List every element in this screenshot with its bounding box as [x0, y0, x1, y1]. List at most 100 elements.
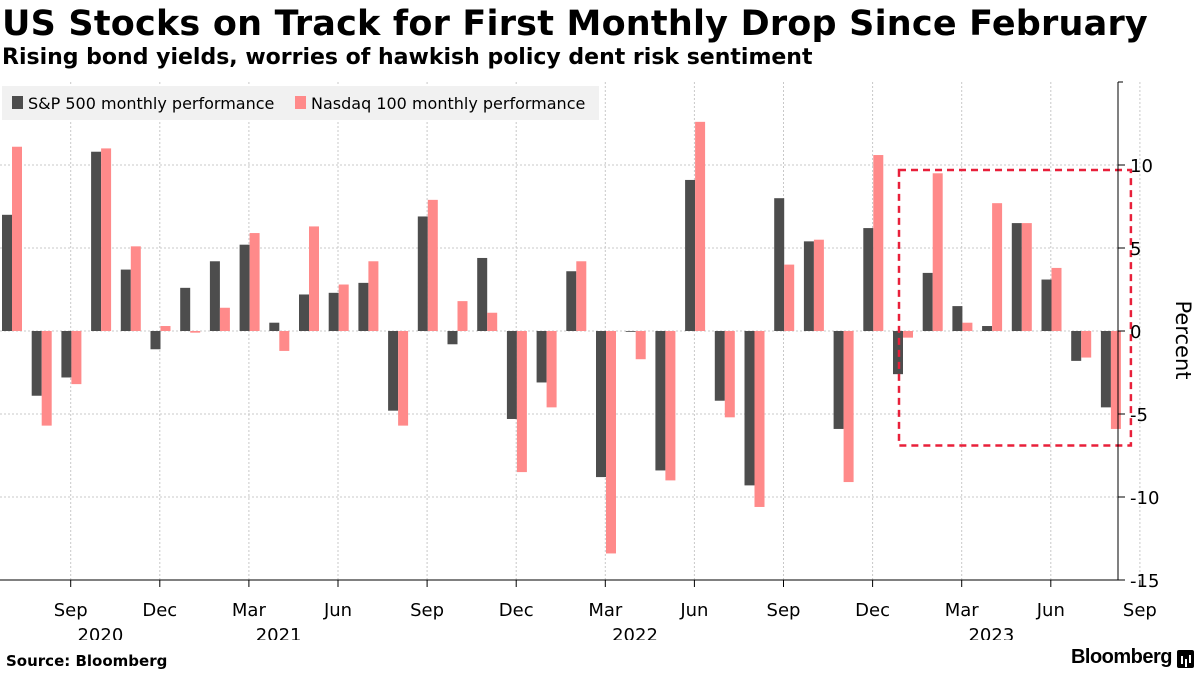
- y-tick-label: -5: [1130, 405, 1148, 426]
- nasdaq-bar: [813, 239, 824, 331]
- nasdaq-bar: [190, 331, 201, 333]
- nasdaq-bar: [873, 155, 884, 331]
- sp500-bar: [2, 214, 12, 331]
- nasdaq-bar: [249, 233, 260, 331]
- highlight-box: [897, 168, 1133, 447]
- nasdaq-bar: [457, 301, 468, 331]
- y-axis-label: Percent: [1171, 300, 1195, 379]
- sp500-bar: [1071, 331, 1082, 361]
- x-axis-gridlines: Sep Dec Mar Jun Sep Dec Mar Jun Sep Dec Mar Jun Sep 2…: [0, 82, 1157, 640]
- sp500-bar: [477, 257, 488, 331]
- bloomberg-terminal-icon: [1177, 650, 1194, 668]
- gridlines: [0, 164, 1118, 581]
- sp500-bar: [447, 331, 458, 345]
- sp500-bar: [417, 216, 428, 331]
- x-tick-label: Sep: [1123, 600, 1157, 621]
- x-tick-label: Jun: [679, 600, 708, 621]
- chart-subtitle: Rising bond yields, worries of hawkish p…: [2, 45, 813, 70]
- sp500-bar: [120, 269, 131, 331]
- sp500-bar: [803, 241, 814, 331]
- x-year-label: 2020: [77, 625, 123, 640]
- nasdaq-bar: [606, 331, 616, 554]
- nasdaq-bar: [130, 246, 141, 331]
- nasdaq-bar: [784, 264, 795, 331]
- legend-label-sp500: S&P 500 monthly performance: [28, 94, 274, 113]
- x-tick-label: Mar: [232, 600, 267, 621]
- nasdaq-bar: [665, 331, 676, 481]
- sp500-bar: [655, 331, 666, 471]
- y-tick-label: 0: [1130, 322, 1141, 343]
- x-tick-label: Jun: [323, 600, 352, 621]
- x-tick-label: Dec: [142, 600, 177, 621]
- highlight-rectangle: [897, 168, 1133, 447]
- nasdaq-bar: [160, 326, 171, 331]
- sp500-bar: [299, 294, 309, 331]
- source-note: Source: Bloomberg: [6, 652, 168, 670]
- sp500-bar: [388, 331, 399, 411]
- x-tick-label: Dec: [499, 600, 534, 621]
- x-tick-label: Dec: [855, 600, 890, 621]
- nasdaq-bar: [279, 331, 290, 351]
- y-tick-label: 10: [1130, 156, 1153, 177]
- nasdaq-bar: [695, 121, 706, 331]
- sp500-bar: [833, 331, 844, 429]
- sp500-bar: [31, 331, 42, 396]
- nasdaq-bar: [992, 203, 1003, 331]
- sp500-bar: [952, 306, 963, 331]
- bloomberg-logo: Bloomberg: [1070, 646, 1173, 668]
- x-year-label: 2021: [256, 625, 302, 640]
- legend-label-nasdaq: Nasdaq 100 monthly performance: [311, 94, 585, 113]
- sp500-bar: [180, 287, 191, 331]
- x-year-label: 2023: [968, 625, 1014, 640]
- legend-swatch-sp500: [12, 96, 23, 109]
- nasdaq-bar: [41, 331, 52, 426]
- legend: S&P 500 monthly performance Nasdaq 100 m…: [2, 86, 599, 120]
- sp500-bar: [269, 322, 280, 331]
- bar-chart: Sep Dec Mar Jun Sep Dec Mar Jun Sep Dec Mar Jun Sep 2…: [0, 81, 1195, 640]
- nasdaq-bar: [427, 199, 438, 331]
- nasdaq-bar: [843, 331, 854, 483]
- sp500-bar: [150, 331, 161, 350]
- sp500-bar: [239, 244, 250, 331]
- nasdaq-bar: [1081, 331, 1092, 358]
- legend-swatch-nasdaq: [295, 96, 306, 109]
- nasdaq-bar: [754, 331, 765, 507]
- nasdaq-bar: [635, 331, 646, 360]
- nasdaq-bar: [724, 331, 735, 418]
- sp500-bar: [863, 228, 874, 331]
- y-tick-label: -15: [1130, 571, 1159, 592]
- y-tick-label: 5: [1130, 239, 1141, 260]
- nasdaq-bar: [101, 148, 112, 331]
- x-tick-label: Mar: [945, 600, 980, 621]
- sp500-bar: [774, 198, 785, 331]
- nasdaq-bar: [368, 261, 379, 331]
- nasdaq-bar: [219, 307, 230, 331]
- nasdaq-bar: [1051, 267, 1062, 331]
- nasdaq-bar: [309, 226, 319, 331]
- nasdaq-bar: [398, 331, 409, 426]
- x-tick-label: Sep: [767, 600, 801, 621]
- y-axis: -15 -10 -5 0 5 10: [1117, 81, 1159, 592]
- bars: [2, 121, 1121, 554]
- sp500-bar: [209, 261, 220, 331]
- sp500-bar: [625, 331, 636, 332]
- sp500-bar: [91, 151, 102, 331]
- sp500-bar: [1041, 279, 1052, 331]
- sp500-bar: [328, 292, 339, 331]
- nasdaq-bar: [1110, 331, 1121, 429]
- x-year-label: 2022: [612, 625, 658, 640]
- nasdaq-bar: [338, 284, 349, 331]
- sp500-bar: [1100, 331, 1111, 408]
- sp500-bar: [714, 331, 725, 401]
- sp500-bar: [922, 272, 933, 331]
- x-tick-label: Sep: [54, 600, 88, 621]
- y-tick-label: -10: [1130, 488, 1159, 509]
- chart-title: US Stocks on Track for First Monthly Dro…: [2, 4, 1148, 44]
- sp500-bar: [61, 331, 72, 378]
- x-tick-label: Mar: [588, 600, 623, 621]
- sp500-bar: [506, 331, 517, 419]
- nasdaq-bar: [71, 331, 82, 385]
- nasdaq-bar: [576, 261, 587, 331]
- nasdaq-bar: [903, 331, 913, 338]
- nasdaq-bar: [12, 146, 22, 331]
